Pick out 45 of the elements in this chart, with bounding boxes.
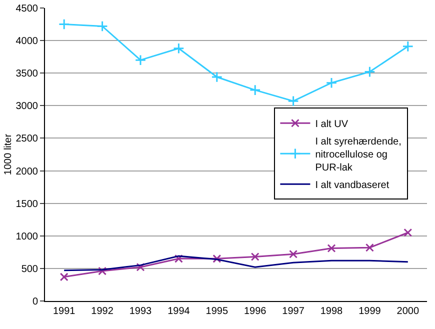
y-tick-label: 1500 bbox=[16, 198, 38, 210]
point bbox=[212, 254, 222, 263]
point bbox=[365, 243, 374, 252]
point bbox=[250, 252, 260, 261]
y-tick-label: 0 bbox=[32, 296, 38, 308]
point bbox=[58, 18, 70, 30]
point bbox=[136, 262, 145, 272]
point bbox=[402, 40, 414, 52]
x-tick-label: 1997 bbox=[282, 306, 305, 317]
x-tick-label: 1995 bbox=[206, 306, 228, 317]
y-tick-label: 4500 bbox=[16, 4, 38, 14]
point bbox=[364, 66, 376, 78]
y-tick-label: 1000 bbox=[16, 231, 38, 242]
point bbox=[96, 20, 108, 32]
legend-label: I alt syrehærdende, nitrocellulose og PUR-lak bbox=[315, 136, 402, 174]
line-series bbox=[63, 255, 409, 272]
x-tick-label: 1993 bbox=[129, 306, 152, 317]
x-tick-label: 1996 bbox=[244, 306, 267, 317]
point bbox=[174, 254, 183, 263]
x-tick-label: 1991 bbox=[52, 306, 76, 317]
y-tick-label: 500 bbox=[21, 264, 38, 275]
x-tick-label: 1994 bbox=[168, 306, 190, 317]
point bbox=[60, 272, 68, 282]
x-tick-label: 1998 bbox=[320, 306, 344, 317]
x-tick-label: 1992 bbox=[91, 306, 114, 317]
legend-label: I alt vandbaseret bbox=[315, 180, 390, 192]
point bbox=[211, 71, 223, 83]
y-tick-label: 3500 bbox=[16, 68, 38, 80]
point bbox=[134, 54, 146, 66]
point bbox=[288, 95, 299, 107]
y-tick-label: 4000 bbox=[16, 36, 38, 48]
x-tick-label: 2000 bbox=[396, 306, 420, 317]
point bbox=[326, 77, 338, 89]
x-tick-label: 1999 bbox=[358, 306, 382, 317]
point bbox=[173, 42, 184, 54]
point bbox=[249, 84, 261, 96]
point bbox=[98, 266, 107, 276]
point bbox=[404, 228, 412, 237]
legend-label: I alt UV bbox=[315, 119, 348, 130]
y-tick-label: 2000 bbox=[16, 166, 38, 178]
y-axis-title: 1000 liter bbox=[2, 133, 14, 176]
y-tick-label: 2500 bbox=[16, 134, 38, 145]
point bbox=[289, 250, 298, 258]
y-tick-label: 3000 bbox=[16, 101, 38, 112]
point bbox=[327, 244, 336, 253]
